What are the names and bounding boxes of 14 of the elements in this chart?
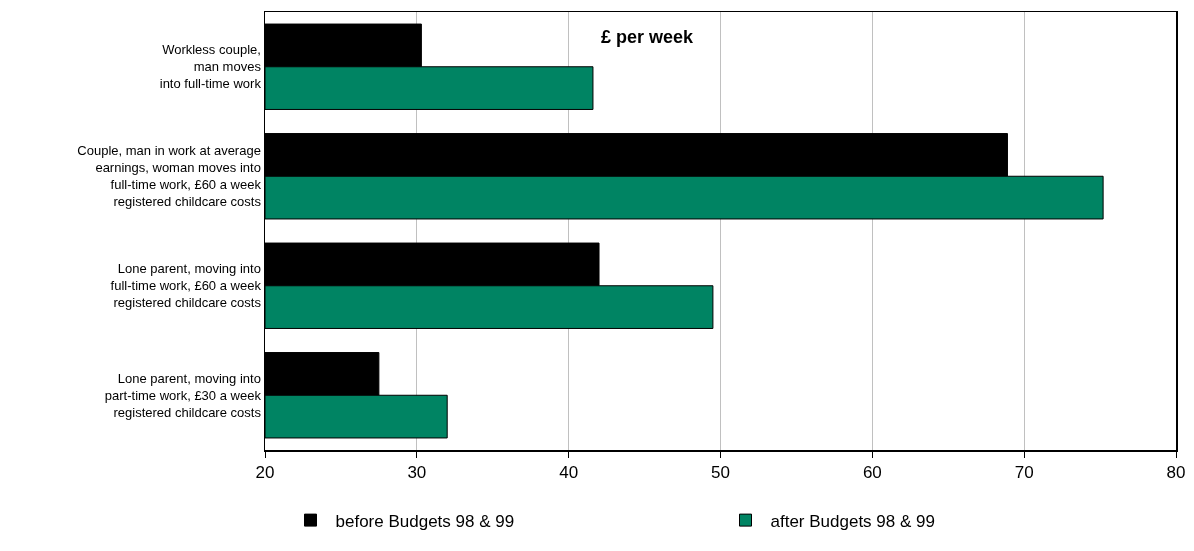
- annotation: £ per week: [601, 27, 695, 47]
- y-tick-label: Couple, man in work at average earnings, woman moves into full-time work, £60 a week registered childcare costs: [77, 143, 262, 210]
- x-tick-label: 70: [1014, 462, 1034, 482]
- x-tick-label: 30: [407, 462, 427, 482]
- legend-label: after Budgets 98 & 99: [770, 511, 935, 531]
- x-tick-label: 80: [1166, 462, 1186, 482]
- x-tick-label: 60: [862, 462, 882, 482]
- x-tick-label: 50: [711, 462, 730, 482]
- y-tick-label: Workless couple, man moves into full-time work: [159, 42, 262, 92]
- y-tick-label: Lone parent, moving into full-time work, £60 a week registered childcare costs: [110, 261, 262, 311]
- legend-label: before Budgets 98 & 99: [335, 511, 515, 531]
- x-tick-label: 20: [255, 462, 275, 482]
- x-tick-label: 40: [559, 462, 579, 482]
- y-tick-label: Lone parent, moving into part-time work, £30 a week registered childcare costs: [104, 370, 262, 420]
